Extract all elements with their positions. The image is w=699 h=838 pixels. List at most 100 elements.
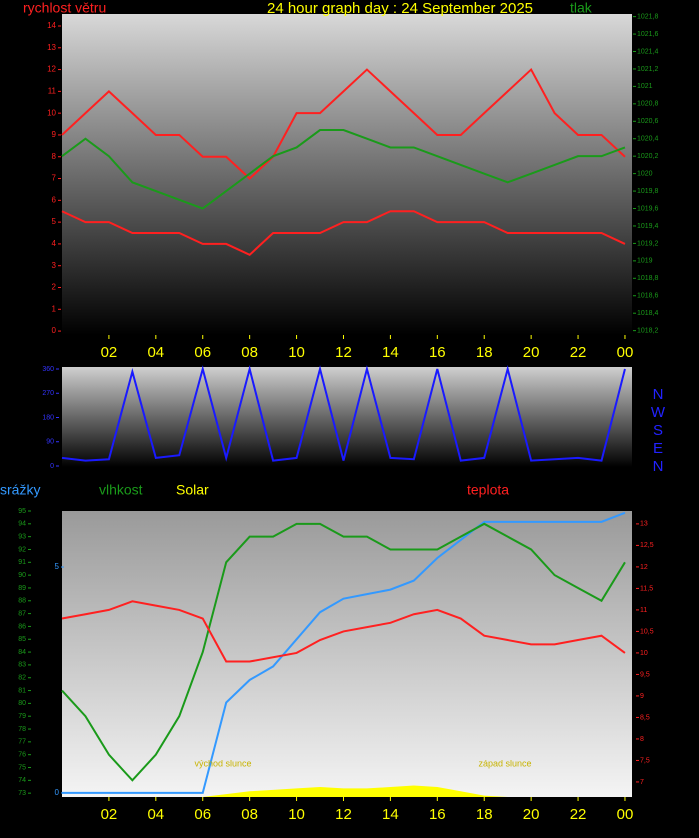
y-tick-label: 1021 [637, 83, 653, 90]
x-tick-label: 08 [241, 344, 258, 361]
y-tick-label: 1019,8 [637, 188, 659, 195]
y-tick-label: 0 [52, 326, 57, 335]
y-tick-label: 80 [18, 700, 26, 707]
legend-entry: vlhkost [99, 482, 143, 498]
y-tick-label: 0 [50, 463, 54, 470]
y-tick-label: 95 [18, 508, 26, 515]
x-tick-label: 08 [241, 806, 258, 823]
compass-label: S [653, 422, 663, 439]
x-tick-label: 06 [194, 344, 211, 361]
y-tick-label: 94 [18, 521, 26, 528]
y-tick-label: 86 [18, 623, 26, 630]
y-tick-label: 13 [640, 521, 648, 528]
y-tick-label: 90 [18, 572, 26, 579]
compass-label: N [653, 458, 664, 475]
chart-title: 24 hour graph day : 24 September 2025 [267, 0, 533, 17]
y-tick-label: 1018,6 [637, 293, 659, 300]
x-tick-label: 10 [288, 344, 305, 361]
y-tick-label: 360 [42, 366, 54, 373]
y-tick-label: 83 [18, 662, 26, 669]
x-tick-label: 22 [570, 806, 587, 823]
y-tick-label: 12 [640, 564, 648, 571]
y-tick-label: 11 [640, 607, 647, 614]
y-tick-label: 7,5 [640, 757, 650, 764]
line [61, 210, 626, 256]
x-tick-label: 22 [570, 344, 587, 361]
x-tick-label: 18 [476, 806, 493, 823]
y-tick-label: 76 [18, 752, 26, 759]
y-tick-label: 3 [52, 261, 57, 270]
y-tick-label: 7 [52, 174, 57, 183]
x-tick-label: 04 [147, 806, 164, 823]
y-tick-label: 10 [47, 108, 56, 117]
area [62, 785, 625, 797]
legend-entry: Solar [176, 482, 209, 498]
y-tick-label: 5 [52, 217, 57, 226]
y-tick-label: 87 [18, 610, 26, 617]
y-tick-label: 1019,6 [637, 205, 659, 212]
y-tick-label: 180 [42, 414, 54, 421]
y-tick-label: 79 [18, 713, 26, 720]
y-tick-label: 10 [640, 650, 648, 657]
y-tick-label: 4 [52, 239, 57, 248]
line [62, 511, 626, 794]
x-tick-label: 20 [523, 344, 540, 361]
y-tick-label: 7 [640, 779, 644, 786]
legend-entry: tlak [570, 0, 593, 16]
y-tick-label: 1018,4 [637, 310, 659, 317]
y-tick-label: 89 [18, 585, 26, 592]
y-tick-label: 12,5 [640, 542, 654, 549]
x-tick-label: 00 [617, 806, 634, 823]
y-tick-label: 81 [18, 687, 26, 694]
y-tick-label: 1021,2 [637, 66, 659, 73]
y-tick-label: 85 [18, 636, 26, 643]
x-tick-label: 14 [382, 806, 399, 823]
y-tick-label: 1020,2 [637, 153, 659, 160]
y-tick-label: 1020,6 [637, 118, 659, 125]
x-tick-label: 14 [382, 344, 399, 361]
y-tick-label: 78 [18, 726, 26, 733]
x-tick-label: 04 [147, 344, 164, 361]
x-tick-label: 16 [429, 344, 446, 361]
x-tick-label: 20 [523, 806, 540, 823]
y-tick-label: 1019 [637, 258, 653, 265]
annotation: západ slunce [478, 758, 531, 768]
y-tick-label: 91 [18, 559, 26, 566]
y-tick-label: 11,5 [640, 585, 653, 592]
line [61, 129, 626, 210]
x-tick-label: 00 [617, 344, 634, 361]
plot-area [62, 367, 632, 467]
x-tick-label: 10 [288, 806, 305, 823]
line [61, 67, 626, 180]
line [61, 365, 626, 462]
y-tick-label: 82 [18, 675, 26, 682]
x-tick-label: 02 [101, 806, 118, 823]
y-tick-label: 8 [52, 152, 57, 161]
y-tick-label: 14 [47, 21, 56, 30]
x-tick-label: 02 [101, 344, 118, 361]
y-tick-label: 92 [18, 546, 26, 553]
y-tick-label: 8,5 [640, 714, 650, 721]
y-tick-label: 1021,6 [637, 31, 659, 38]
compass-label: N [653, 386, 664, 403]
x-tick-label: 06 [194, 806, 211, 823]
y-tick-label: 1 [52, 304, 57, 313]
y-tick-label: 77 [18, 739, 26, 746]
line [61, 600, 626, 663]
legend-entry: srážky [0, 482, 40, 498]
y-tick-label: 9,5 [640, 671, 650, 678]
line [61, 522, 626, 782]
y-tick-label: 2 [52, 283, 57, 292]
y-tick-label: 1020 [637, 170, 653, 177]
y-tick-label: 74 [18, 777, 26, 784]
y-tick-label: 270 [42, 390, 54, 397]
y-tick-label: 5 [55, 562, 60, 571]
y-tick-label: 1018,2 [637, 327, 659, 334]
y-tick-label: 84 [18, 649, 26, 656]
x-tick-label: 16 [429, 806, 446, 823]
legend-entry: rychlost větru [23, 0, 106, 16]
y-tick-label: 1018,8 [637, 275, 659, 282]
x-tick-label: 12 [335, 344, 352, 361]
legend-entry: teplota [467, 482, 509, 498]
